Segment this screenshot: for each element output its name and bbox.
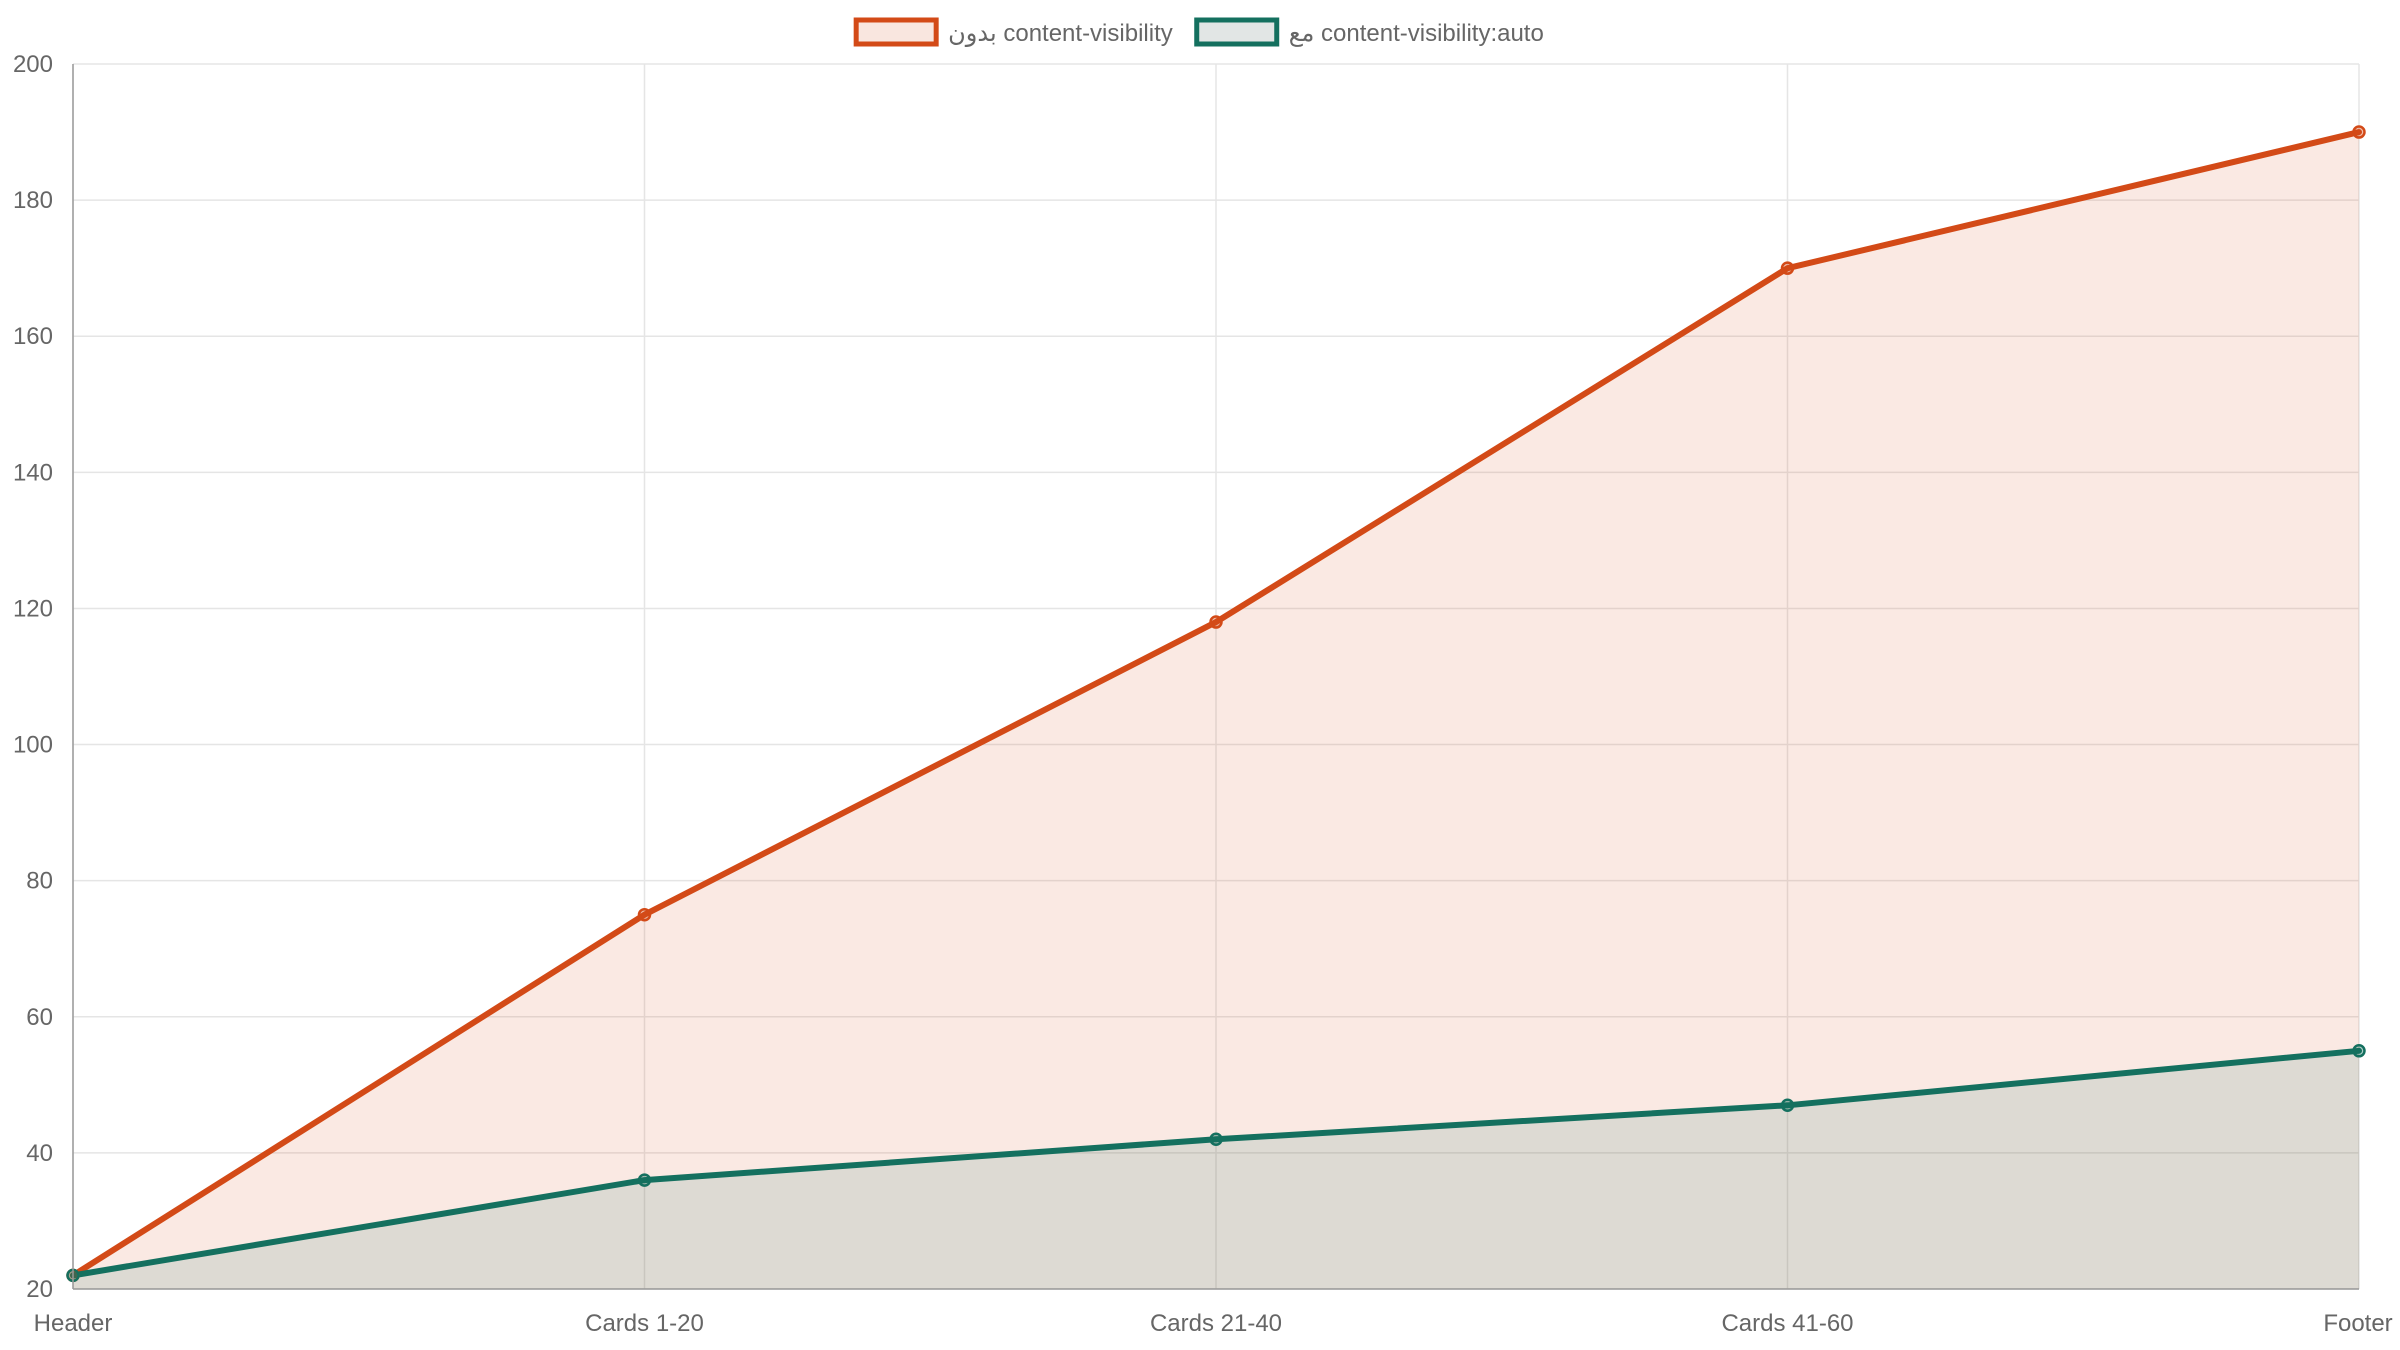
- y-tick-label: 200: [13, 51, 53, 78]
- y-tick-label: 40: [26, 1140, 53, 1167]
- y-tick-label: 100: [13, 732, 53, 759]
- x-tick-label: Footer: [2323, 1310, 2392, 1337]
- data-point[interactable]: [1209, 1132, 1223, 1147]
- legend[interactable]: بدون content-visibility مع content-visibi…: [853, 17, 1544, 47]
- x-tick-label: Cards 41-60: [1721, 1310, 1853, 1337]
- legend-label: مع content-visibility:auto: [1289, 20, 1544, 47]
- y-tick-label: 180: [13, 187, 53, 214]
- x-tick-label: Cards 21-40: [1150, 1310, 1282, 1337]
- y-tick-label: 20: [26, 1276, 53, 1303]
- x-tick-label: Header: [34, 1310, 113, 1337]
- series-line-1: [70, 129, 2362, 1279]
- series-lines: [70, 129, 2362, 1279]
- y-tick-label: 140: [13, 459, 53, 486]
- legend-label: بدون content-visibility: [948, 20, 1173, 47]
- data-point[interactable]: [1209, 615, 1223, 629]
- series-area-1: [73, 132, 2359, 1290]
- y-tick-label: 160: [13, 323, 53, 350]
- y-tick-label: 80: [26, 868, 53, 895]
- data-point[interactable]: [2352, 1044, 2366, 1058]
- data-point[interactable]: [2352, 125, 2366, 139]
- data-point[interactable]: [637, 907, 652, 922]
- legend-swatch: [853, 17, 939, 47]
- data-point[interactable]: [1780, 1098, 1795, 1112]
- y-tick-label: 60: [26, 1004, 53, 1031]
- legend-item-2[interactable]: مع content-visibility:auto: [1194, 17, 1544, 47]
- legend-item-1[interactable]: بدون content-visibility: [853, 17, 1173, 47]
- data-point[interactable]: [637, 1173, 652, 1187]
- axes: 20 40 60 80 100 120 140 160 180 200 Header Cards 1-…: [13, 51, 2393, 1337]
- legend-swatch: [1194, 17, 1280, 47]
- x-tick-label: Cards 1-20: [585, 1310, 704, 1337]
- data-point[interactable]: [1780, 261, 1795, 275]
- series-line-2: [70, 1047, 2362, 1279]
- y-tick-label: 120: [13, 595, 53, 622]
- series-points: [66, 125, 2366, 1283]
